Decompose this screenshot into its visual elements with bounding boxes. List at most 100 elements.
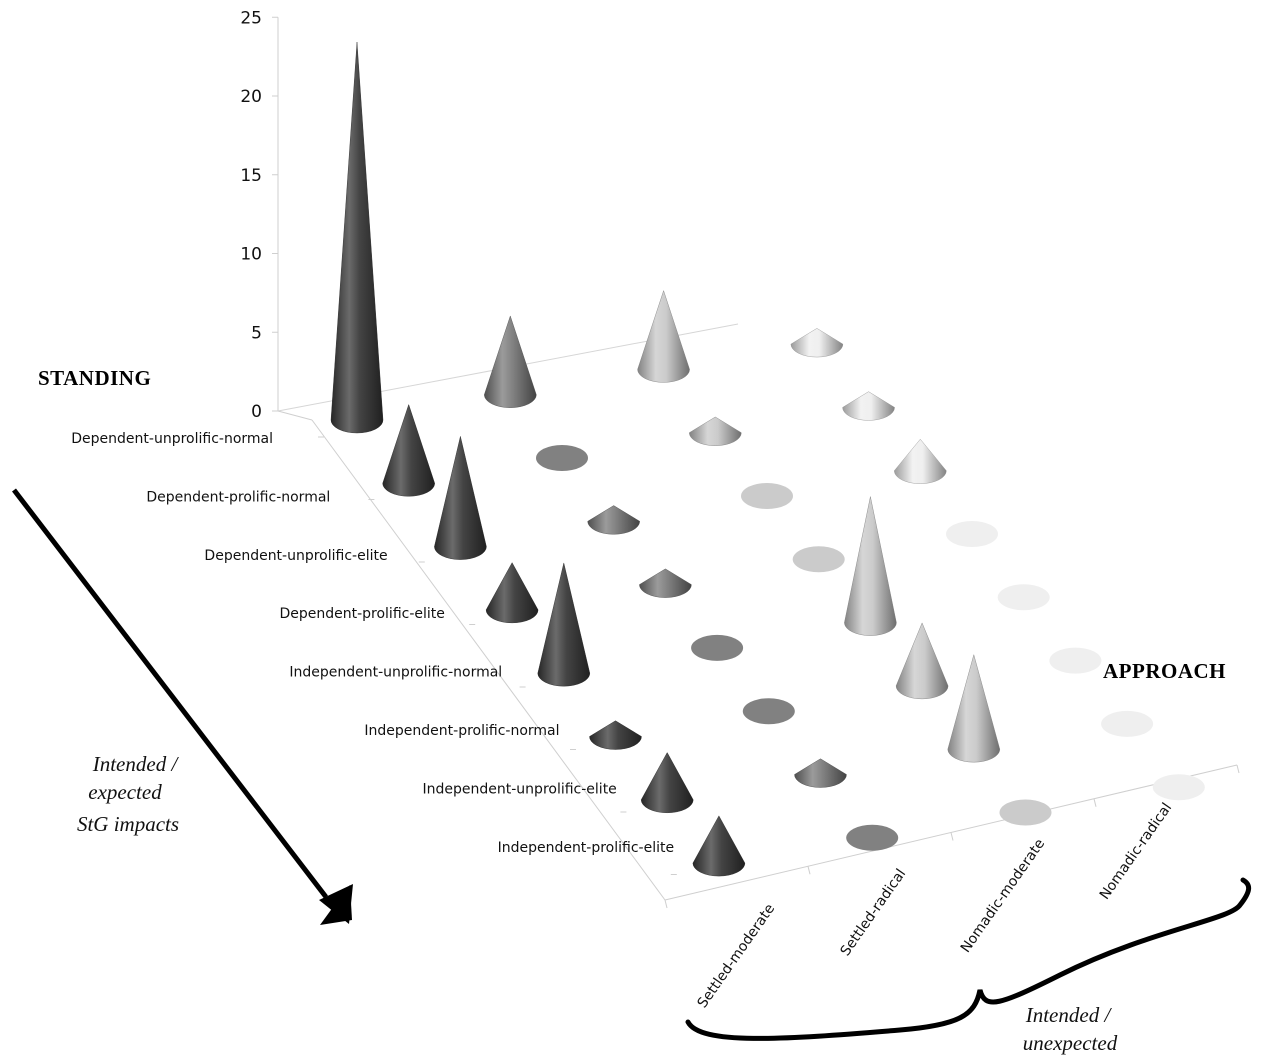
- value-tick-label: 15: [240, 166, 262, 186]
- cone-body: [485, 562, 539, 624]
- cone-base-disc: [536, 445, 588, 471]
- cone-body: [589, 720, 642, 750]
- value-tick-label: 10: [240, 245, 262, 265]
- cone-1-1: [536, 445, 588, 471]
- cone-3-0: [790, 328, 844, 358]
- standing-label: Independent-unprolific-normal: [289, 665, 502, 681]
- cone-body: [844, 496, 897, 636]
- cone-1-7: [846, 824, 899, 851]
- standing-label: Dependent-prolific-normal: [146, 489, 330, 505]
- approach-label: Nomadic-moderate: [958, 836, 1048, 956]
- cone-base-disc: [1049, 647, 1102, 674]
- standing-axis-title: STANDING: [38, 366, 151, 390]
- cone-3-7: [1152, 774, 1205, 801]
- value-tick-label: 20: [240, 87, 262, 107]
- cone-body: [894, 438, 947, 484]
- cone-body: [689, 416, 742, 446]
- expected-impacts-arrow: [12, 488, 353, 925]
- approach-axis-title: APPROACH: [1103, 659, 1226, 683]
- cone-body: [790, 328, 844, 358]
- value-tick-label: 0: [251, 402, 262, 422]
- cone-2-2: [741, 483, 793, 509]
- cone-1-6: [794, 758, 847, 788]
- standing-label: Dependent-unprolific-normal: [71, 431, 273, 447]
- bottom-note: Intended / unexpected: [1023, 1003, 1118, 1055]
- cone-base-disc: [946, 521, 998, 547]
- cone-0-5: [589, 720, 642, 750]
- approach-label: Settled-moderate: [695, 901, 779, 1011]
- approach-tick-mark: [807, 866, 811, 875]
- cone-2-5: [895, 622, 949, 700]
- approach-tick-mark: [1236, 764, 1240, 774]
- approach-tick-mark: [1093, 798, 1097, 807]
- left-note-line-1: Intended /: [92, 752, 180, 776]
- cone-body: [692, 815, 746, 877]
- approach-brace: [685, 877, 1252, 1041]
- cone-base-disc: [742, 698, 795, 725]
- cone-body: [484, 315, 537, 408]
- cone-body: [640, 752, 694, 813]
- cone-base-disc: [1152, 774, 1205, 801]
- approach-label: Settled-radical: [838, 866, 910, 959]
- cone-3-5: [1049, 647, 1102, 674]
- cone-body: [895, 622, 949, 700]
- cone-2-0: [637, 290, 690, 383]
- value-tick-label: 5: [251, 323, 262, 343]
- cone-base-disc: [1101, 710, 1154, 737]
- bottom-note-line-2: unexpected: [1023, 1031, 1118, 1055]
- cone-body: [947, 653, 1001, 763]
- chart-axes: 0 5 10 15 20 25: [240, 8, 279, 422]
- cone-body: [587, 505, 640, 535]
- standing-label: Independent-unprolific-elite: [423, 781, 617, 797]
- cone-3-2: [894, 438, 947, 484]
- standing-label: Dependent-prolific-elite: [279, 606, 444, 622]
- left-note: Intended / expected StG impacts: [77, 752, 179, 836]
- cone-3-6: [1101, 710, 1154, 737]
- cone-1-3: [639, 568, 692, 598]
- cone-1-2: [587, 505, 640, 535]
- floor-left-edge: [311, 419, 666, 901]
- cone-base-disc: [997, 584, 1050, 611]
- cone-1-4: [691, 634, 744, 661]
- approach-tick-mark: [664, 899, 668, 909]
- cone-0-2: [434, 436, 487, 560]
- cone-body: [382, 403, 435, 497]
- cone-0-1: [382, 403, 435, 497]
- cone-0-3: [485, 562, 539, 624]
- standing-label: Independent-prolific-elite: [498, 840, 675, 856]
- cone-body: [639, 568, 692, 598]
- standing-label: Independent-prolific-normal: [364, 723, 559, 739]
- cone-body: [434, 436, 487, 560]
- cone-3-3: [946, 521, 998, 547]
- cone-1-0: [484, 315, 537, 408]
- cone-3-1: [842, 391, 895, 421]
- cone-2-4: [844, 496, 897, 636]
- cone-base-disc: [741, 483, 793, 509]
- cone-3-4: [997, 584, 1050, 611]
- approach-label: Nomadic-radical: [1097, 800, 1176, 903]
- value-tick-label: 25: [240, 8, 262, 28]
- cone-1-5: [742, 698, 795, 725]
- cone-0-6: [640, 752, 694, 813]
- cone-base-disc: [999, 799, 1052, 826]
- cone-2-6: [947, 653, 1001, 763]
- cone-marks: [330, 41, 1205, 877]
- left-note-line-3: StG impacts: [77, 812, 179, 836]
- cone-body: [330, 41, 384, 434]
- cone-0-7: [692, 815, 746, 877]
- cone-0-4: [537, 562, 591, 687]
- cone-body: [537, 562, 591, 687]
- cone-body: [637, 290, 690, 383]
- left-note-line-2: expected: [88, 780, 162, 804]
- cone-base-disc: [846, 824, 899, 851]
- cone-body: [794, 758, 847, 788]
- bottom-note-line-1: Intended /: [1025, 1003, 1113, 1027]
- cone-base-disc: [792, 546, 845, 573]
- standing-label: Dependent-unprolific-elite: [204, 548, 387, 564]
- floor-corner-edge: [277, 410, 313, 421]
- cone-2-1: [689, 416, 742, 446]
- approach-tick-mark: [950, 832, 954, 841]
- cone-base-disc: [691, 634, 744, 661]
- cone-2-3: [792, 546, 845, 573]
